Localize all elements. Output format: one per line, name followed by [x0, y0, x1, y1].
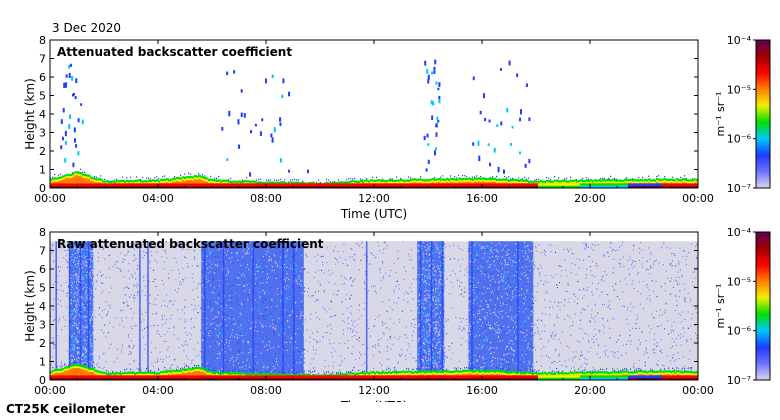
boundary-layer: [50, 168, 698, 188]
x-tick-label: 00:00: [682, 192, 714, 205]
colorbar-tick-label: 10⁻⁵: [727, 83, 751, 96]
y-tick-label: 3: [39, 319, 46, 332]
y-tick-label: 2: [39, 145, 46, 158]
x-tick-label: 04:00: [142, 192, 174, 205]
colorbar-label: m⁻¹ sr⁻¹: [714, 92, 727, 137]
x-tick-label: 00:00: [34, 192, 66, 205]
y-tick-label: 8: [39, 34, 46, 47]
x-tick-label: 16:00: [466, 192, 498, 205]
cloud-specks: [60, 59, 531, 177]
colorbar-tick-label: 10⁻⁴: [727, 34, 752, 47]
x-tick-label: 20:00: [574, 192, 606, 205]
plot-area: [50, 241, 698, 380]
colorbar: [755, 39, 771, 189]
vertical-streak: [79, 241, 82, 380]
colorbar-tick-label: 10⁻⁵: [727, 275, 751, 288]
x-tick-label: 04:00: [142, 384, 174, 397]
y-axis-label: Height (km): [23, 78, 37, 149]
y-tick-label: 0: [39, 182, 46, 195]
y-tick-label: 6: [39, 263, 46, 276]
x-tick-label: 08:00: [250, 192, 282, 205]
dense-noise-texture: [201, 241, 305, 380]
noise-background: [50, 241, 698, 380]
colorbar: [755, 231, 771, 381]
x-tick-label: 00:00: [34, 384, 66, 397]
y-tick-label: 0: [39, 374, 46, 387]
y-tick-label: 1: [39, 356, 46, 369]
y-tick-label: 4: [39, 108, 46, 121]
y-tick-label: 7: [39, 53, 46, 66]
vertical-streak: [517, 241, 519, 380]
vertical-streak: [365, 241, 368, 380]
colorbar-tick-label: 10⁻⁴: [727, 226, 752, 239]
y-tick-label: 5: [39, 90, 46, 103]
date-label: 3 Dec 2020: [52, 21, 122, 35]
vertical-streak: [441, 241, 444, 380]
panel-title: Raw attenuated backscatter coefficient: [57, 237, 324, 251]
vertical-streak: [68, 241, 71, 380]
y-tick-label: 3: [39, 127, 46, 140]
y-tick-label: 7: [39, 245, 46, 258]
x-axis-label: Time (UTC): [340, 399, 407, 402]
y-tick-label: 5: [39, 282, 46, 295]
y-tick-label: 8: [39, 226, 46, 239]
raw-backscatter-panel: 0 1 2 3 4 5 6 7 8 00:00 04:00 08:00 12:00 16:00 20:00 0…: [23, 226, 771, 402]
instrument-label: CT25K ceilometer: [6, 402, 126, 416]
vertical-streak: [147, 241, 149, 380]
x-tick-label: 12:00: [358, 384, 390, 397]
x-tick-label: 12:00: [358, 192, 390, 205]
colorbar-tick-label: 10⁻⁶: [727, 325, 752, 338]
attenuated-backscatter-panel: 0 1 2 3 4 5 6 7 8 00:00 04:00 08:00 12:00 16:00 20:00 0…: [23, 34, 771, 221]
x-axis-label: Time (UTC): [340, 207, 407, 221]
x-tick-label: 00:00: [682, 384, 714, 397]
colorbar-tick-label: 10⁻⁷: [727, 374, 751, 387]
vertical-streak: [87, 241, 90, 380]
vertical-streak: [282, 241, 284, 380]
y-tick-label: 2: [39, 337, 46, 350]
x-tick-label: 08:00: [250, 384, 282, 397]
y-tick-label: 6: [39, 71, 46, 84]
vertical-streak: [430, 241, 433, 380]
colorbar-tick-label: 10⁻⁶: [727, 133, 752, 146]
plot-area: [50, 59, 698, 188]
colorbar-label: m⁻¹ sr⁻¹: [714, 284, 727, 329]
y-tick-label: 1: [39, 164, 46, 177]
vertical-streak: [203, 241, 206, 380]
y-axis-label: Height (km): [23, 270, 37, 341]
vertical-streak: [222, 241, 225, 380]
vertical-streak: [55, 241, 57, 380]
vertical-streak: [471, 241, 473, 380]
panel-title: Attenuated backscatter coefficient: [57, 45, 292, 59]
vertical-streak: [139, 241, 141, 380]
vertical-streak: [252, 241, 255, 380]
x-tick-label: 16:00: [466, 384, 498, 397]
y-tick-label: 4: [39, 300, 46, 313]
vertical-streak: [293, 241, 295, 380]
plot-frame: [49, 39, 699, 189]
vertical-streak: [419, 241, 422, 380]
x-tick-label: 20:00: [574, 384, 606, 397]
colorbar-tick-label: 10⁻⁷: [727, 182, 751, 195]
